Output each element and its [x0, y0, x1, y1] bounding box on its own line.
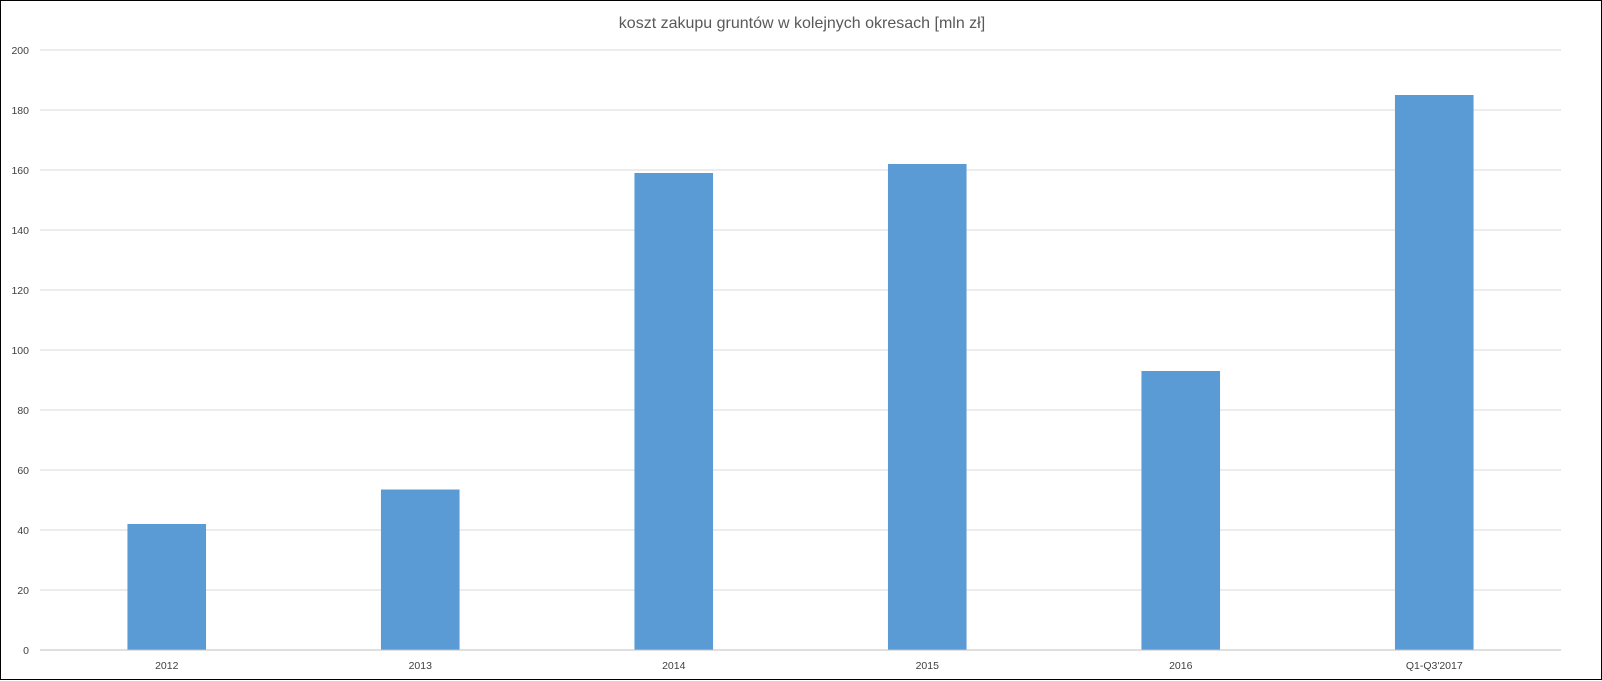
- y-tick-label: 40: [17, 525, 29, 537]
- x-tick-label: 2015: [916, 660, 940, 672]
- x-tick-label: 2014: [662, 660, 686, 672]
- x-tick-label: 2012: [155, 660, 179, 672]
- y-tick-label: 120: [11, 285, 29, 297]
- y-tick-label: 20: [17, 585, 29, 597]
- gridlines: [40, 49, 1561, 591]
- bars: [127, 95, 1474, 650]
- bar-2016: [1141, 371, 1221, 650]
- y-tick-label: 60: [17, 465, 29, 477]
- y-axis-tick-labels: 0 20 40 60 80 100 120 140 160 180 200: [11, 45, 29, 657]
- bar-2013: [380, 489, 460, 650]
- bar-2012: [127, 524, 207, 650]
- y-tick-label: 100: [11, 345, 29, 357]
- bar-2015: [887, 164, 967, 650]
- x-axis-tick-labels: 2012 2013 2014 2015 2016 Q1-Q3'2017: [155, 660, 1463, 672]
- y-tick-label: 80: [17, 405, 29, 417]
- y-tick-label: 180: [11, 105, 29, 117]
- x-tick-label: 2013: [409, 660, 433, 672]
- bar-2014: [634, 173, 714, 650]
- y-tick-label: 160: [11, 165, 29, 177]
- y-tick-label: 0: [23, 645, 29, 657]
- x-tick-label: 2016: [1169, 660, 1193, 672]
- y-tick-label: 200: [11, 45, 29, 57]
- y-tick-label: 140: [11, 225, 29, 237]
- chart-title: koszt zakupu gruntów w kolejnych okresac…: [619, 15, 985, 32]
- bar-Q1-Q3'2017: [1394, 95, 1474, 650]
- x-tick-label: Q1-Q3'2017: [1406, 660, 1463, 672]
